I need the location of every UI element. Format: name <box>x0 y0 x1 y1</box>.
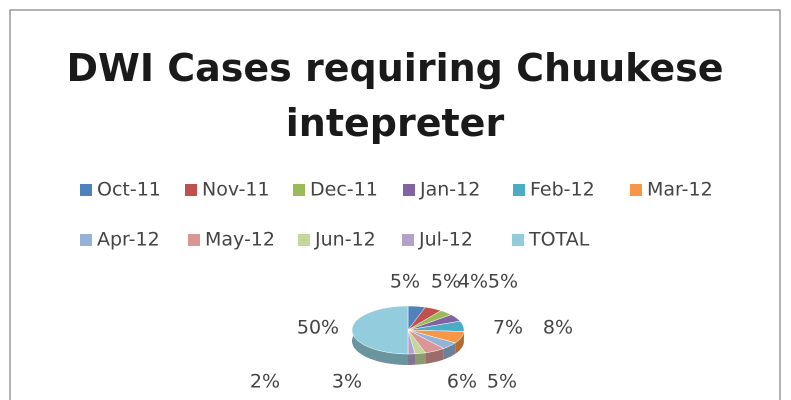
pie-slice <box>407 310 452 331</box>
chart-title: DWI Cases requiring Chuukese intepreter <box>66 46 723 145</box>
legend-label: Mar-12 <box>647 179 713 201</box>
legend-label: May-12 <box>205 229 275 251</box>
legend-swatch <box>80 184 92 196</box>
pie-slice-side <box>443 342 456 360</box>
legend-label: Oct-11 <box>97 179 161 201</box>
legend-swatch <box>402 234 414 246</box>
data-label: 5% <box>488 271 518 293</box>
data-label: 8% <box>543 317 573 339</box>
pie-slice <box>351 305 409 355</box>
data-label: 6% <box>447 371 477 393</box>
data-label: 5% <box>390 271 420 293</box>
legend-label: Jun-12 <box>314 229 376 251</box>
legend-swatch <box>188 234 200 246</box>
data-label: 7% <box>493 317 523 339</box>
data-label: 5% <box>431 271 461 293</box>
legend-label: Apr-12 <box>97 229 160 251</box>
data-label: 4% <box>458 271 488 293</box>
legend-label: Dec-11 <box>310 179 378 201</box>
legend-label: TOTAL <box>528 229 590 251</box>
pie-slice <box>407 329 465 344</box>
legend-swatch <box>403 184 415 196</box>
legend-swatch <box>80 234 92 246</box>
legend-label: Jul-12 <box>418 229 473 251</box>
legend-label: Jan-12 <box>419 179 480 201</box>
legend-label: Nov-11 <box>202 179 270 201</box>
pie-slice <box>407 329 456 349</box>
pie-slice <box>407 306 442 331</box>
data-label: 3% <box>332 371 362 393</box>
legend-swatch <box>630 184 642 196</box>
pie-slice-side <box>415 352 426 365</box>
data-label: 2% <box>250 371 280 393</box>
data-label: 5% <box>487 371 517 393</box>
legend-swatch <box>293 184 305 196</box>
legend-swatch <box>298 234 310 246</box>
pie-slice <box>407 320 465 332</box>
pie-slice <box>407 314 461 331</box>
legend-swatch <box>512 234 524 246</box>
legend-swatch <box>513 184 525 196</box>
pie-slice <box>407 329 445 354</box>
pie-slice-side <box>408 353 416 365</box>
data-label: 50% <box>297 317 339 339</box>
legend-label: Feb-12 <box>530 179 595 201</box>
legend-swatch <box>185 184 197 196</box>
